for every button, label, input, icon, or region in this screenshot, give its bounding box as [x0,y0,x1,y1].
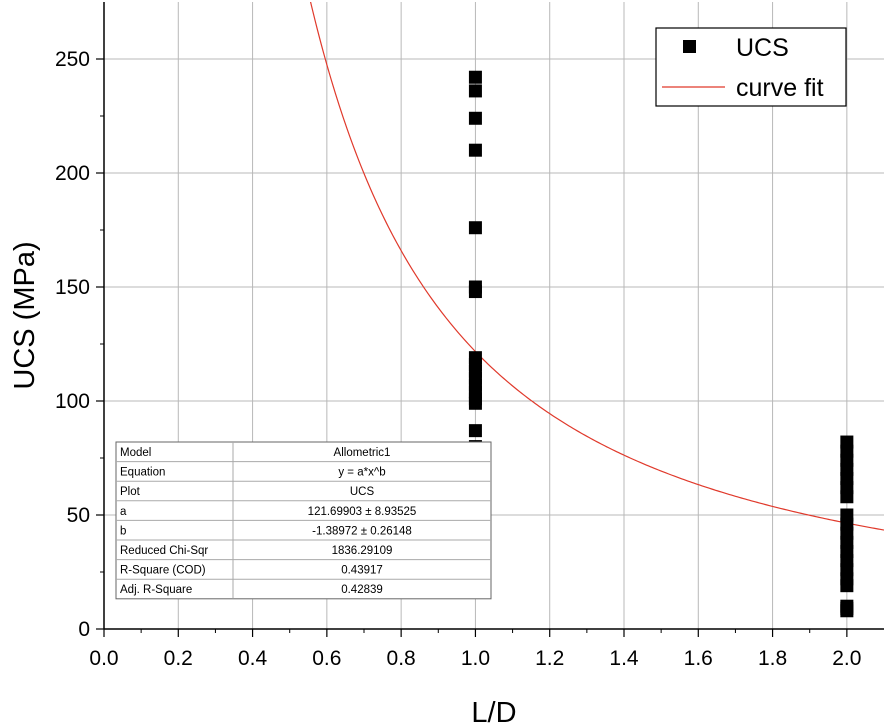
ucs-point [840,490,854,504]
legend-ucs-label: UCS [736,34,789,62]
ucs-point [468,143,482,157]
x-tick-label: 1.2 [535,647,564,670]
stats-key: Plot [120,486,141,498]
curve-fit-line [309,2,884,531]
ucs-point [468,221,482,235]
stats-key: Equation [120,467,165,479]
ucs-points [468,70,854,618]
stats-value: 121.69903 ± 8.93525 [308,506,417,518]
stats-key: R-Square (COD) [120,565,206,577]
legend-fit-label: curve fit [736,74,824,102]
stats-value: 1836.29109 [332,545,393,557]
stats-key: Model [120,447,151,459]
stats-value: -1.38972 ± 0.26148 [312,525,412,537]
ucs-point [840,604,854,618]
x-tick-label: 0.0 [89,647,118,670]
y-axis-label: UCS (MPa) [9,241,41,389]
stats-value: Allometric1 [334,447,391,459]
stats-key: Reduced Chi-Sqr [120,545,208,557]
ucs-point [468,84,482,98]
stats-key: a [120,506,127,518]
ucs-point [840,579,854,593]
x-tick-label: 2.0 [832,647,861,670]
ucs-point [468,424,482,438]
ucs-point [468,70,482,84]
y-tick-label: 150 [55,276,90,299]
x-tick-label: 1.0 [461,647,490,670]
stats-value: 0.43917 [341,565,383,577]
x-axis-label: L/D [471,697,516,728]
y-tick-label: 50 [67,504,90,527]
x-tick-label: 1.4 [609,647,639,670]
legend-ucs-marker [683,40,696,53]
axes: 0.0 0.2 0.4 0.6 0.8 1.0 1.2 1.4 1.6 1.8 2.0 0 50 100 1… [9,2,884,728]
x-tick-label: 1.6 [684,647,713,670]
stats-value: y = a*x^b [338,467,385,479]
stats-key: Adj. R-Square [120,584,192,596]
stats-table: Model Allometric1 Equation y = a*x^b Plot UCS… [115,441,492,600]
x-tick-label: 0.4 [238,647,268,670]
ucs-point [468,396,482,410]
ucs-point [468,111,482,125]
stats-key: b [120,525,126,537]
ucs-point [468,285,482,299]
y-tick-label: 0 [78,618,90,641]
curve-fit-layer [309,2,884,531]
x-tick-label: 1.8 [758,647,787,670]
stats-value: 0.42839 [341,584,383,596]
y-tick-label: 250 [55,48,90,71]
legend: UCS curve fit [655,27,847,107]
y-tick-label: 200 [55,162,90,185]
stats-value: UCS [350,486,375,498]
y-tick-label: 100 [55,390,90,413]
x-tick-label: 0.6 [312,647,341,670]
x-tick-label: 0.2 [164,647,193,670]
x-tick-label: 0.8 [387,647,416,670]
